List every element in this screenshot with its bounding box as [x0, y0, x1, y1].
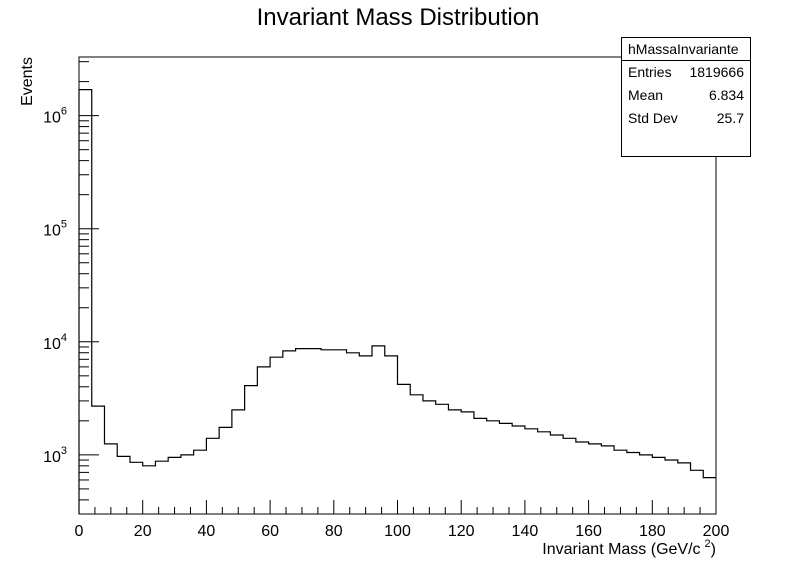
histogram-bin — [589, 444, 602, 514]
histogram-bin — [512, 426, 525, 514]
stats-histogram-name: hMassaInvariante — [622, 38, 750, 61]
histogram-bin — [461, 412, 474, 514]
histogram-bin — [538, 432, 551, 514]
chart-title: Invariant Mass Distribution — [256, 4, 540, 31]
histogram-bin — [130, 462, 143, 514]
histogram-bin — [359, 356, 372, 514]
histogram-bin — [143, 466, 156, 514]
x-tick-label: 60 — [261, 523, 279, 540]
x-tick-label: 200 — [703, 523, 730, 540]
histogram-bin — [665, 460, 678, 514]
histogram-bin — [308, 349, 321, 514]
y-axis-label: Events — [19, 57, 36, 106]
histogram-bin — [436, 404, 449, 514]
histogram-bin — [245, 386, 258, 514]
histogram-bin — [448, 410, 461, 514]
x-tick-label: 20 — [134, 523, 152, 540]
x-tick-label: 160 — [575, 523, 602, 540]
histogram-bin — [563, 438, 576, 514]
histogram-bin — [525, 429, 538, 514]
histogram-bin — [410, 395, 423, 514]
histogram-bin — [168, 457, 181, 514]
histogram-outline — [78, 89, 716, 514]
histogram-bin — [219, 427, 232, 514]
stats-row-entries: Entries 1819666 — [622, 61, 750, 84]
stats-label: Mean — [628, 87, 664, 103]
x-tick-label: 120 — [448, 523, 475, 540]
histogram-bin — [372, 346, 385, 514]
x-tick-label: 0 — [75, 523, 84, 540]
stats-row-mean: Mean 6.834 — [622, 84, 750, 107]
histogram-bin — [194, 450, 207, 514]
histogram-bin — [550, 435, 563, 514]
x-tick-label: 100 — [384, 523, 411, 540]
stats-label: Std Dev — [628, 110, 678, 126]
histogram-bin — [296, 349, 309, 514]
histogram-bin — [627, 453, 640, 515]
histogram-bin — [499, 423, 512, 514]
histogram-bin — [385, 356, 398, 514]
histogram-bin — [691, 470, 704, 514]
histogram-bin — [270, 357, 283, 514]
histogram-bin — [576, 442, 589, 514]
stats-label: Entries — [628, 64, 672, 80]
x-tick-label: 180 — [639, 523, 666, 540]
stats-value: 25.7 — [716, 110, 744, 126]
histogram-bin — [232, 410, 245, 514]
stats-value: 1819666 — [689, 64, 744, 80]
x-tick-label: 140 — [512, 523, 539, 540]
histogram-bin — [347, 353, 360, 514]
x-tick-label: 40 — [198, 523, 216, 540]
x-axis-label: Invariant Mass (GeV/c 2) — [542, 538, 716, 558]
histogram-bin — [117, 456, 130, 514]
histogram-bin — [423, 401, 436, 514]
histogram-bin — [283, 351, 296, 514]
histogram-bin — [104, 444, 117, 514]
histogram-bin — [474, 418, 487, 514]
histogram-bin — [92, 406, 105, 514]
x-tick-label: 80 — [325, 523, 343, 540]
histogram-bin — [334, 350, 347, 514]
histogram-bin — [206, 438, 219, 514]
stats-box: hMassaInvariante Entries 1819666 Mean 6.… — [621, 37, 751, 157]
histogram-bin — [181, 455, 194, 514]
histogram-bin — [398, 384, 411, 514]
y-tick-label: 105 — [43, 219, 67, 240]
histogram-bin — [614, 450, 627, 514]
stats-row-stddev: Std Dev 25.7 — [622, 107, 750, 130]
histogram-bin — [487, 421, 500, 514]
histogram-bin — [601, 446, 614, 514]
y-tick-label: 106 — [43, 106, 67, 127]
stats-value: 6.834 — [708, 87, 744, 103]
y-tick-label: 103 — [43, 445, 67, 466]
histogram-bin — [640, 455, 653, 514]
histogram-bin — [321, 350, 334, 514]
histogram-bin — [678, 463, 691, 514]
histogram-bin — [652, 457, 665, 514]
histogram-bin — [703, 478, 716, 514]
histogram-bin — [257, 367, 270, 514]
histogram-bin — [155, 461, 168, 514]
y-tick-label: 104 — [43, 332, 67, 353]
histogram-bin — [79, 90, 92, 514]
